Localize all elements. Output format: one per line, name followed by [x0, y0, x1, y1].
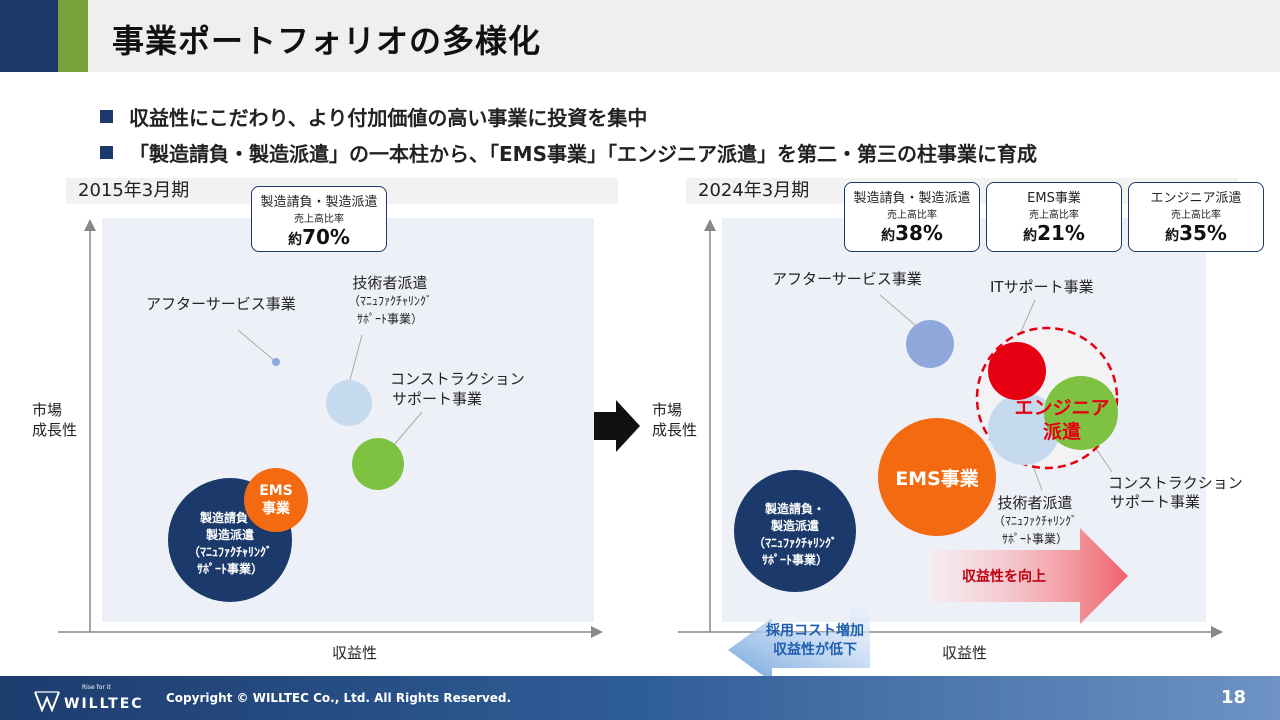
copyright-text: Copyright © WILLTEC Co., Ltd. All Rights…	[166, 691, 512, 705]
profit-up-label: 収益性を向上	[962, 569, 1046, 585]
left-label-engineer-line1: 技術者派遣	[352, 274, 428, 292]
bullet-item: 収益性にこだわり、より付加価値の高い事業に投資を集中	[100, 98, 1037, 134]
page-title: 事業ポートフォリオの多様化	[112, 22, 542, 60]
share-box-value: 約38%	[881, 221, 943, 245]
right-label-engineer-line1: 技術者派遣	[997, 494, 1073, 512]
bullet-text: 収益性にこだわり、より付加価値の高い事業に投資を集中	[129, 105, 648, 130]
left-bubble-after-service	[272, 358, 280, 366]
right-bubble-manufacturing: 製造請負・ 製造派遣 （ﾏﾆｭﾌｧｸﾁｬﾘﾝｸﾞ ｻﾎﾟｰﾄ事業）	[734, 470, 856, 592]
footer: Rise for it WILLTEC Copyright © WILLTEC …	[0, 676, 1280, 720]
right-bubble-it-support	[988, 342, 1046, 400]
share-box-name: EMS事業	[1027, 191, 1081, 206]
page-number: 18	[1220, 687, 1246, 708]
left-bubble-engineer	[326, 380, 372, 426]
right-label-construction-line2: サポート事業	[1110, 493, 1201, 511]
left-y-axis-label: 市場 成長性	[32, 401, 78, 439]
share-box-value: 約21%	[1023, 221, 1085, 245]
left-bubble-manufacturing: 製造請負・ 製造派遣 （ﾏﾆｭﾌｧｸﾁｬﾘﾝｸﾞ ｻﾎﾟｰﾄ事業）	[168, 478, 292, 602]
willtec-logo: Rise for it WILLTEC	[34, 682, 142, 716]
title-accent-navy	[0, 0, 58, 72]
share-box-sub: 売上高比率	[1029, 210, 1079, 221]
right-y-axis-label: 市場 成長性	[652, 401, 698, 439]
bullet-item: 「製造請負・製造派遣」の一本柱から、「EMS事業」「エンジニア派遣」を第二・第三…	[100, 134, 1037, 170]
logo-brand: WILLTEC	[64, 696, 144, 712]
right-label-construction-line1: コンストラクション	[1108, 474, 1243, 492]
left-label-engineer-line2: （ﾏﾆｭﾌｧｸﾁｬﾘﾝｸﾞ	[347, 294, 432, 308]
right-label-engineer-dispatch: エンジニア 派遣	[1014, 397, 1110, 443]
left-bubble-construction	[352, 438, 404, 490]
share-box-name: エンジニア派遣	[1150, 191, 1242, 206]
profit-down-label: 採用コスト増加 収益性が低下	[766, 623, 864, 658]
share-box-sub: 売上高比率	[294, 214, 344, 225]
bullet-list: 収益性にこだわり、より付加価値の高い事業に投資を集中 「製造請負・製造派遣」の一…	[100, 98, 1037, 170]
transition-arrow-icon	[594, 400, 640, 452]
left-label-after-service: アフターサービス事業	[146, 295, 296, 313]
right-share-box-engineer-dispatch: エンジニア派遣 売上高比率 約35%	[1128, 182, 1264, 252]
right-bubble-construction	[1044, 376, 1118, 450]
left-label-engineer-line3: ｻﾎﾟｰﾄ事業）	[356, 312, 423, 326]
share-box-name: 製造請負・製造派遣	[853, 191, 971, 206]
left-label-construction-line1: コンストラクション	[390, 370, 525, 388]
right-label-engineer-line3: ｻﾎﾟｰﾄ事業）	[1001, 532, 1068, 546]
right-label-engineer-line2: （ﾏﾆｭﾌｧｸﾁｬﾘﾝｸﾞ	[992, 514, 1077, 528]
title-bar: 事業ポートフォリオの多様化	[0, 0, 1280, 72]
share-box-name: 製造請負・製造派遣	[260, 195, 378, 210]
share-box-sub: 売上高比率	[887, 210, 937, 221]
left-share-box-manufacturing: 製造請負・製造派遣 売上高比率 約70%	[251, 186, 387, 252]
right-bubble-after-service	[906, 320, 954, 368]
logo-mark-icon	[34, 691, 60, 712]
right-share-box-manufacturing: 製造請負・製造派遣 売上高比率 約38%	[844, 182, 980, 252]
bullet-square-icon	[100, 145, 113, 159]
left-x-axis-label: 収益性	[332, 644, 378, 662]
right-bubble-ems: EMS事業	[878, 418, 996, 536]
share-box-sub: 売上高比率	[1171, 210, 1221, 221]
right-share-box-ems: EMS事業 売上高比率 約21%	[986, 182, 1122, 252]
left-label-construction-line2: サポート事業	[392, 390, 483, 408]
share-box-value: 約70%	[288, 225, 350, 249]
title-accent-green	[58, 0, 88, 72]
right-label-after-service: アフターサービス事業	[772, 270, 922, 288]
share-box-value: 約35%	[1165, 221, 1227, 245]
right-label-it-support: ITサポート事業	[990, 278, 1094, 296]
bullet-text: 「製造請負・製造派遣」の一本柱から、「EMS事業」「エンジニア派遣」を第二・第三…	[129, 141, 1037, 166]
bullet-square-icon	[100, 109, 113, 123]
logo-tagline: Rise for it	[82, 684, 111, 691]
left-bubble-ems: EMS 事業	[244, 468, 308, 532]
right-x-axis-label: 収益性	[942, 644, 988, 662]
